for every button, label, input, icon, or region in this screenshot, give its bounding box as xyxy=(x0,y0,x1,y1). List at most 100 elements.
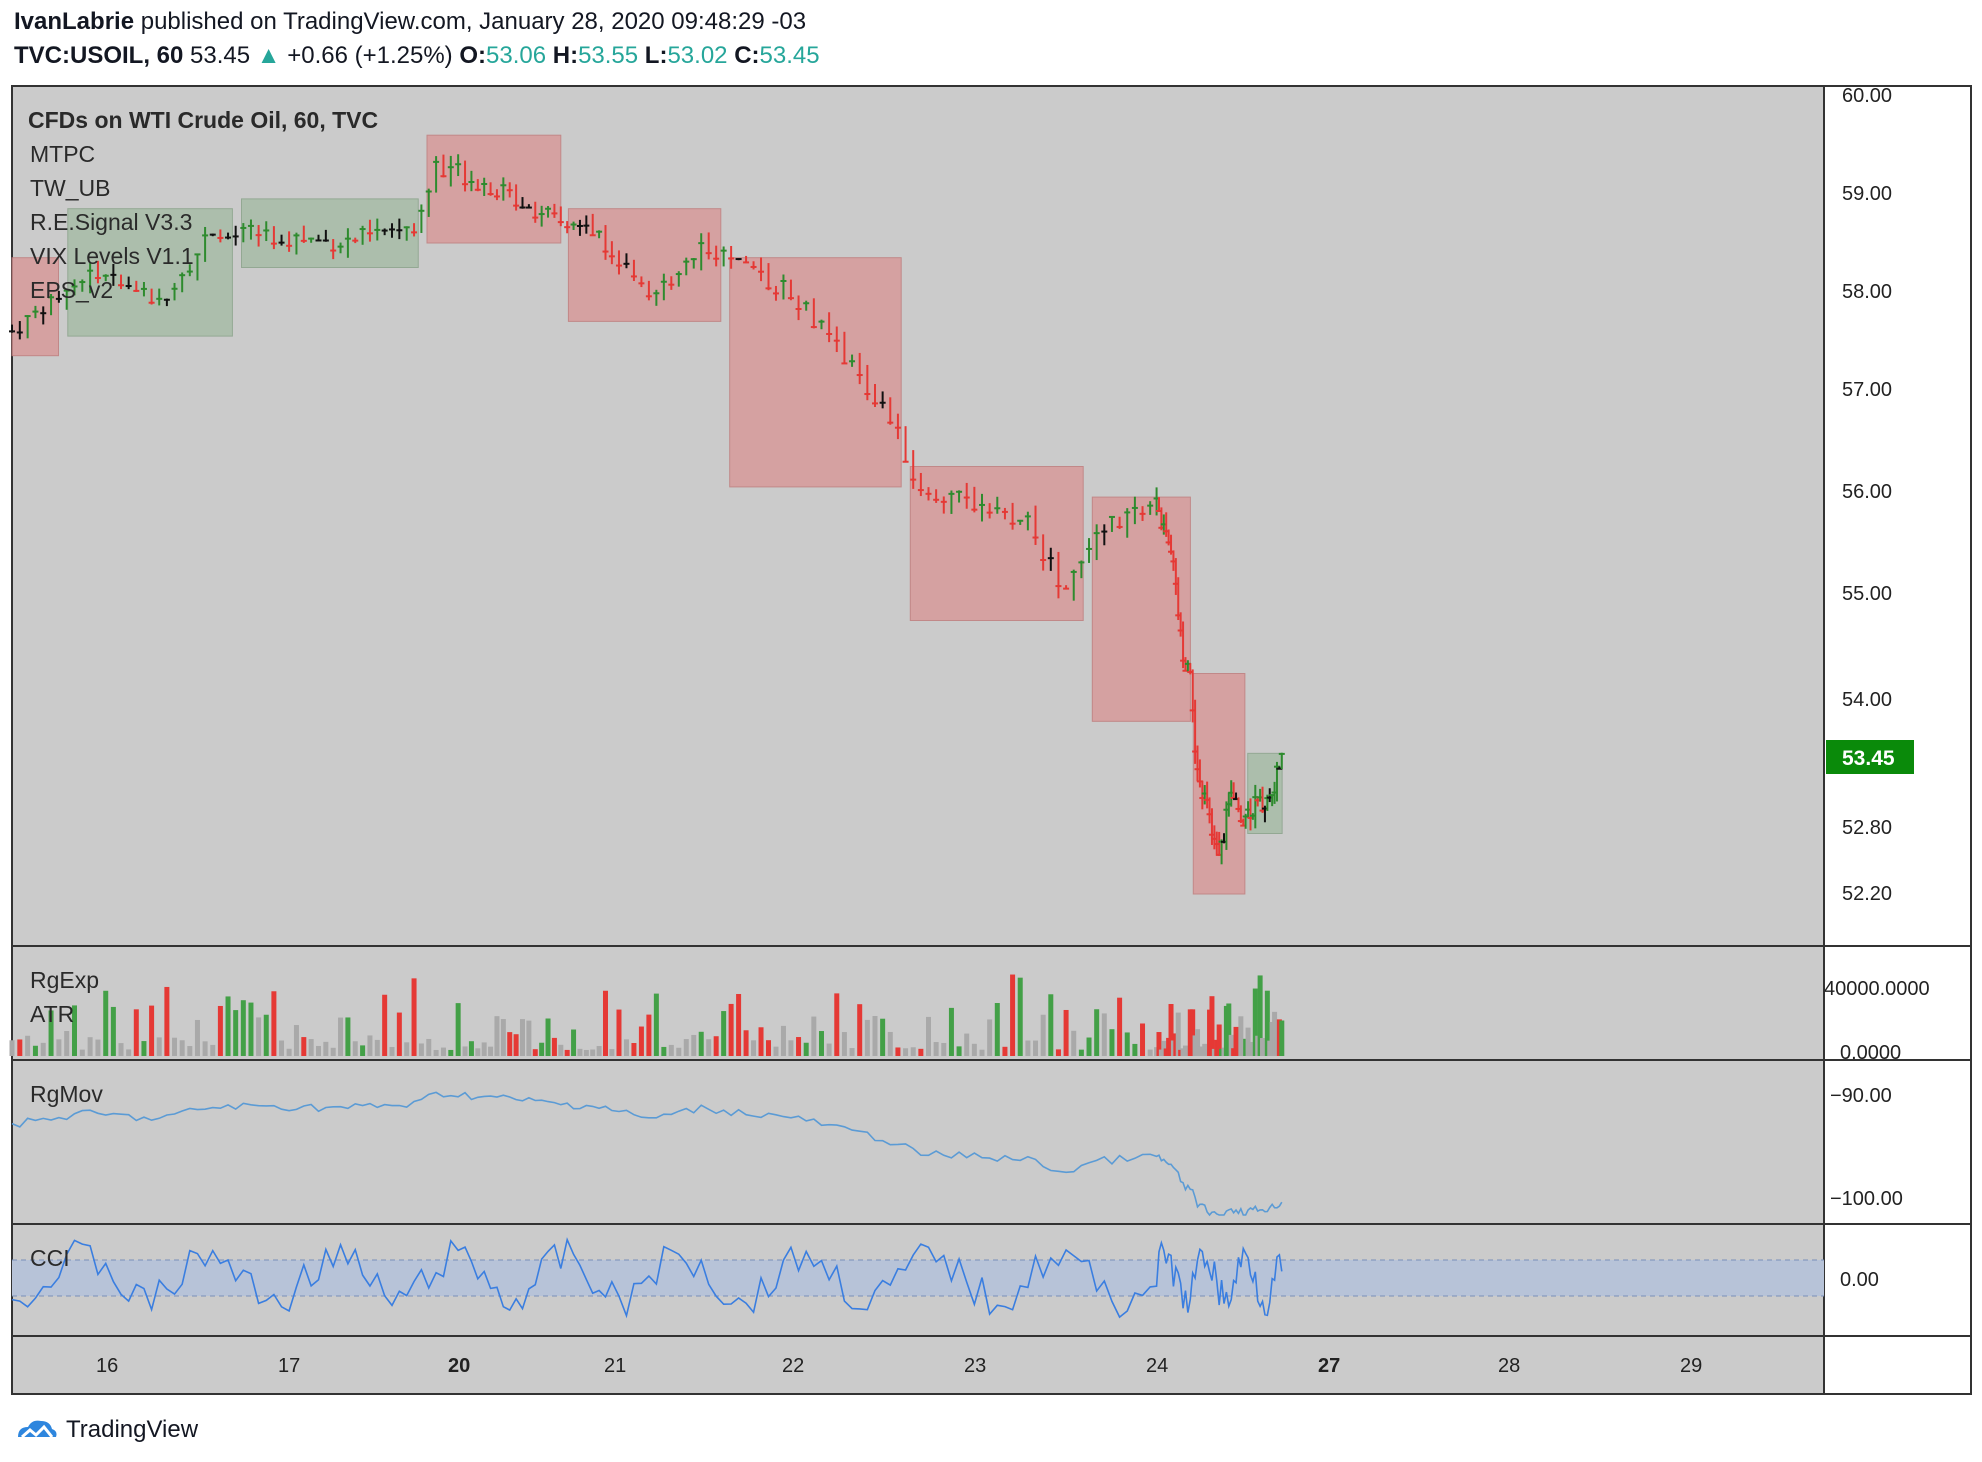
volume-bar xyxy=(1156,1032,1162,1056)
time-label: 20 xyxy=(448,1355,470,1377)
volume-bar xyxy=(488,1046,494,1056)
tradingview-footer[interactable]: TradingView xyxy=(14,1415,198,1445)
volume-bar xyxy=(225,996,231,1056)
volume-bar xyxy=(558,1044,564,1056)
volume-bar xyxy=(1228,1034,1234,1056)
volume-bar xyxy=(48,1010,54,1056)
volume-bar xyxy=(895,1047,901,1056)
legend-study-tw-ub[interactable]: TW_UB xyxy=(30,175,111,201)
volume-bar xyxy=(468,1041,474,1056)
low-value: 53.02 xyxy=(667,42,728,69)
volume-bar xyxy=(1226,1003,1232,1056)
volume-bar xyxy=(796,1037,802,1056)
volume-bar xyxy=(1147,1049,1153,1056)
volume-bar xyxy=(1132,1043,1138,1056)
volume-bar xyxy=(1279,1020,1285,1056)
time-label: 24 xyxy=(1146,1355,1168,1377)
volume-bar xyxy=(1190,1009,1196,1056)
symbol-name[interactable]: TVC:USOIL, 60 xyxy=(14,42,184,69)
time-axis[interactable]: 16 17 20 21 22 23 24 27 28 29 xyxy=(96,1355,1702,1377)
volume-bar xyxy=(202,1041,208,1056)
symbol-info: TVC:USOIL, 60 53.45 ▲ +0.66 (+1.25%) O:5… xyxy=(14,42,820,70)
volume-bar xyxy=(32,1045,38,1056)
volume-bar xyxy=(1209,996,1215,1056)
last-price-badge xyxy=(1826,740,1914,774)
volume-bar xyxy=(864,1019,870,1056)
legend-study-re-signal[interactable]: R.E.Signal V3.3 xyxy=(30,209,192,235)
volume-bar xyxy=(64,1031,70,1056)
volume-bar xyxy=(596,1046,602,1056)
volume-bar xyxy=(841,1032,847,1056)
time-label: 21 xyxy=(604,1355,626,1377)
pane-label-rgmov[interactable]: RgMov xyxy=(30,1081,103,1107)
volume-bar xyxy=(758,1027,764,1056)
legend-study-vix-levels[interactable]: VIX Levels V1.1 xyxy=(30,243,194,269)
volume-bar xyxy=(164,986,170,1056)
volume-bar xyxy=(616,1009,622,1056)
price-tick: 59.00 xyxy=(1842,183,1892,205)
price-axis[interactable]: 60.00 59.00 58.00 57.00 56.00 55.00 54.0… xyxy=(1824,85,1930,1291)
volume-bar xyxy=(1257,975,1263,1056)
volume-bar xyxy=(360,1045,366,1056)
volume-bar xyxy=(948,1007,954,1056)
open-label: O: xyxy=(459,42,486,69)
volume-bar xyxy=(126,1049,132,1056)
legend-study-eps[interactable]: EPS_v2 xyxy=(30,277,113,303)
volume-bar xyxy=(691,1034,697,1056)
pane-label-cci[interactable]: CCI xyxy=(30,1245,70,1271)
volume-bar xyxy=(156,1037,162,1056)
volume-bar xyxy=(440,1047,446,1056)
tradingview-brand: TradingView xyxy=(66,1416,199,1443)
volume-bar xyxy=(773,1046,779,1056)
rgmov-line xyxy=(11,1091,1283,1217)
volume-bar xyxy=(706,1039,712,1056)
volume-bar xyxy=(941,1042,947,1056)
volume-bar xyxy=(411,978,417,1056)
chart-frame xyxy=(11,85,1972,1395)
volume-bar xyxy=(172,1037,178,1056)
volume-bar xyxy=(308,1039,314,1056)
volume-bar xyxy=(71,1005,77,1056)
volume-bar xyxy=(338,1017,344,1056)
volume-bar xyxy=(751,1040,757,1056)
volume-layer xyxy=(9,974,1285,1056)
volume-bar xyxy=(240,1000,246,1056)
cci-band xyxy=(12,1260,1824,1296)
volume-bar xyxy=(910,1047,916,1056)
volume-bar xyxy=(609,1049,615,1056)
volume-bar xyxy=(918,1048,924,1056)
volume-bar xyxy=(668,1044,674,1056)
volume-bar xyxy=(233,1010,239,1056)
price-tick: 52.80 xyxy=(1842,817,1892,839)
volume-bar xyxy=(721,1011,727,1056)
volume-bar xyxy=(590,1049,596,1056)
volume-bar xyxy=(987,1019,993,1056)
volume-bar xyxy=(179,1040,185,1056)
volume-bar xyxy=(583,1049,589,1056)
time-label: 17 xyxy=(278,1355,300,1377)
legend-study-mtpc[interactable]: MTPC xyxy=(30,141,95,167)
volume-bar xyxy=(1048,994,1054,1056)
volume-bar xyxy=(25,1035,31,1056)
volume-bar xyxy=(1124,1032,1130,1056)
volume-bar xyxy=(271,991,277,1056)
pane-label-atr[interactable]: ATR xyxy=(30,1001,74,1027)
volume-bar xyxy=(286,1048,292,1056)
volume-bar xyxy=(788,1040,794,1056)
volume-bar xyxy=(1002,1046,1008,1056)
volume-bar xyxy=(210,1044,216,1056)
volume-bar xyxy=(1078,1049,1084,1056)
volume-bar xyxy=(418,1043,424,1056)
volume-bar xyxy=(887,1031,893,1056)
volume-bar xyxy=(1195,1029,1201,1056)
volume-bar xyxy=(194,1019,200,1056)
publish-text: published on TradingView.com, January 28… xyxy=(140,8,807,35)
time-label: 16 xyxy=(96,1355,118,1377)
volume-bar xyxy=(87,1037,93,1056)
volume-bar xyxy=(1010,974,1016,1056)
volume-bar xyxy=(872,1016,878,1056)
pane-label-rgexp[interactable]: RgExp xyxy=(30,967,99,993)
volume-bar xyxy=(1086,1037,1092,1056)
author-name[interactable]: IvanLabrie xyxy=(14,8,135,35)
